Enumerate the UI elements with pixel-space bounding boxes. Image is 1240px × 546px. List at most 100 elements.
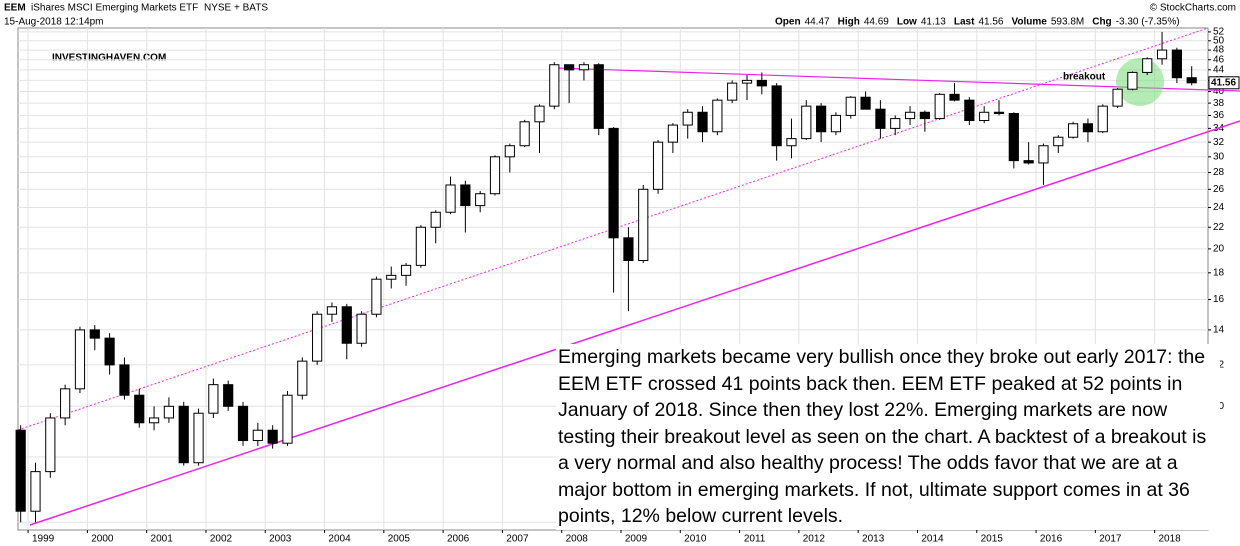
candle-body	[756, 79, 767, 87]
candle-body	[504, 145, 515, 158]
candle-body	[979, 111, 990, 122]
candle-body	[312, 313, 323, 362]
x-tick-label: 2006	[447, 534, 470, 545]
y-tick-label: 20	[1213, 244, 1225, 255]
candle-body	[163, 405, 174, 419]
x-tick-label: 2008	[566, 534, 589, 545]
candle-body	[15, 429, 26, 512]
candle-body	[45, 417, 56, 473]
last-price-box	[1208, 76, 1240, 90]
candle-body	[237, 405, 249, 442]
y-tick-label: 16	[1213, 294, 1225, 305]
candle-body	[119, 364, 130, 396]
candle-body	[845, 96, 856, 116]
x-tick-label: 2000	[91, 534, 114, 545]
y-tick-label: 38	[1213, 98, 1225, 109]
candle-body	[993, 111, 1005, 115]
annotation: Emerging markets became very bullish onc…	[556, 344, 1220, 530]
candle-body	[1156, 49, 1168, 60]
quote-label: Low	[897, 17, 917, 28]
x-tick-label: 2013	[862, 534, 885, 545]
x-tick-label: 2016	[1040, 534, 1063, 545]
candle-body	[148, 417, 160, 424]
last-price-label: 41.56	[1211, 77, 1236, 88]
candle-body	[667, 124, 678, 143]
watermark: INVESTINGHAVEN.COM	[52, 53, 166, 64]
candle-body	[1082, 123, 1094, 133]
x-tick-label: 2003	[269, 534, 292, 545]
symbol: EEM	[4, 3, 26, 14]
quote-label: Last	[954, 17, 975, 28]
candle-body	[519, 121, 530, 147]
candle-body	[356, 313, 367, 344]
y-tick-label: 46	[1213, 54, 1225, 65]
breakout-label: breakout	[1063, 72, 1106, 83]
candle-body	[1142, 58, 1153, 73]
x-tick-label: 2001	[151, 534, 174, 545]
y-tick-label: 52	[1213, 27, 1225, 38]
candle-body	[267, 429, 278, 444]
candle-body	[1127, 71, 1138, 90]
y-tick-label: 48	[1213, 45, 1225, 56]
exchange: NYSE + BATS	[204, 3, 268, 14]
candle-body	[860, 96, 871, 110]
candle-body	[445, 184, 456, 213]
candle-body	[919, 111, 930, 120]
y-tick-label: 24	[1213, 202, 1225, 213]
candle-body	[578, 64, 590, 71]
y-tick-label: 28	[1213, 167, 1225, 178]
candle-body	[1097, 105, 1108, 133]
candle-body	[193, 412, 204, 464]
candle-body	[475, 193, 486, 207]
candle-body	[771, 85, 782, 147]
candle-body	[623, 237, 634, 262]
candle-body	[638, 188, 649, 262]
quote-value: -3.30 (-7.35%)	[1116, 17, 1180, 28]
x-tick-label: 2017	[1099, 534, 1122, 545]
candle-body	[400, 264, 412, 276]
y-tick-label: 44	[1213, 64, 1225, 75]
candle-body	[593, 64, 604, 129]
candle-body	[875, 108, 886, 129]
candle-body	[712, 99, 723, 133]
x-tick-label: 2010	[684, 534, 707, 545]
candle-body	[534, 105, 545, 123]
candle-body	[282, 394, 293, 444]
chart-title: iShares MSCI Emerging Markets ETF	[31, 3, 198, 14]
x-tick-label: 2009	[625, 534, 648, 545]
quote-value: 44.69	[864, 17, 889, 28]
quote-value: 44.47	[805, 17, 830, 28]
quote-value: 593.8M	[1051, 17, 1084, 28]
candle-body	[1038, 145, 1049, 164]
candle-body	[1053, 136, 1064, 147]
candle-body	[1068, 123, 1079, 138]
quote-label: Chg	[1092, 17, 1111, 28]
candle-body	[430, 211, 441, 228]
candle-body	[652, 141, 664, 190]
quote-label: High	[838, 17, 860, 28]
x-tick-label: 1999	[32, 534, 55, 545]
candle-body	[415, 226, 426, 266]
candle-body	[564, 64, 575, 71]
candle-body	[697, 111, 708, 133]
candle-body	[830, 114, 842, 133]
source: © StockCharts.com	[1150, 3, 1236, 14]
x-tick-label: 2002	[210, 534, 233, 545]
candle-body	[104, 337, 115, 366]
candle-body	[223, 384, 234, 407]
candle-body	[460, 184, 471, 207]
x-tick-label: 2004	[328, 534, 351, 545]
y-tick-label: 40	[1213, 86, 1225, 97]
candle-body	[949, 93, 960, 101]
date: 15-Aug-2018 12:14pm	[4, 17, 104, 28]
x-tick-label: 2015	[981, 534, 1004, 545]
candle-body	[1023, 160, 1034, 164]
candle-body	[1171, 49, 1182, 79]
y-tick-label: 30	[1213, 151, 1225, 162]
y-tick-label: 36	[1213, 110, 1225, 121]
y-tick-label: 26	[1213, 184, 1225, 195]
candle-body	[30, 471, 41, 512]
candle-body	[386, 274, 397, 280]
candle-body	[682, 111, 693, 126]
candle-body	[74, 329, 86, 390]
